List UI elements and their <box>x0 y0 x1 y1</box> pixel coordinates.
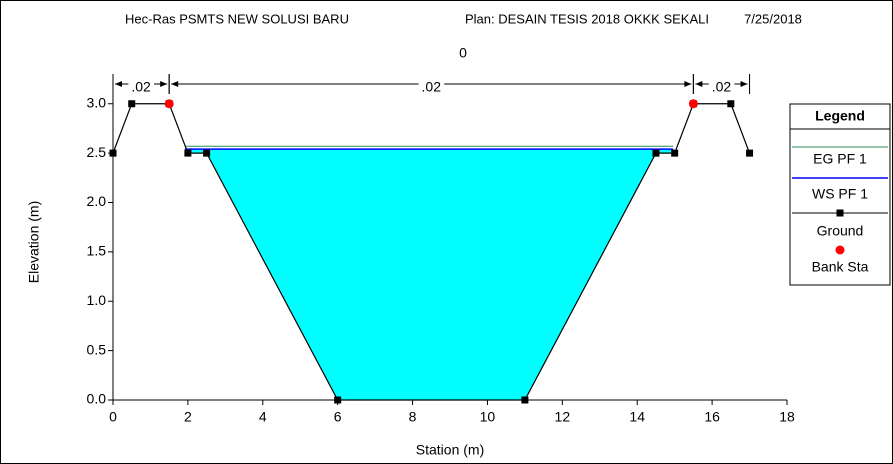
legend-marker <box>836 209 844 217</box>
y-axis-label: Elevation (m) <box>26 201 42 283</box>
ground-point <box>671 149 679 157</box>
n-value-bg <box>128 81 155 87</box>
legend-title: Legend <box>815 108 865 124</box>
x-tick-label: 6 <box>334 409 342 425</box>
ground-point <box>521 396 529 404</box>
x-tick-label: 18 <box>779 409 795 425</box>
chart-title: Plan: DESAIN TESIS 2018 OKKK SEKALI <box>465 11 709 26</box>
x-tick-label: 2 <box>184 409 192 425</box>
legend-label: WS PF 1 <box>812 186 868 202</box>
x-tick-label: 16 <box>704 409 720 425</box>
chart-title: 7/25/2018 <box>744 11 802 26</box>
y-tick-label: 3.0 <box>87 94 107 110</box>
ground-point <box>203 149 211 157</box>
y-tick-label: 0.0 <box>87 391 107 407</box>
x-tick-label: 0 <box>109 409 117 425</box>
ground-point <box>128 100 136 108</box>
n-value-bg <box>708 81 735 87</box>
legend-label: Ground <box>817 223 864 239</box>
x-tick-label: 10 <box>480 409 496 425</box>
ground-point <box>727 100 735 108</box>
ground-point <box>109 149 117 157</box>
legend-label: Bank Sta <box>812 259 869 275</box>
y-tick-label: 1.0 <box>87 292 107 308</box>
y-tick-label: 0.5 <box>87 341 107 357</box>
x-tick-label: 12 <box>555 409 571 425</box>
x-tick-label: 4 <box>259 409 267 425</box>
n-value-bg <box>418 81 445 87</box>
y-tick-label: 2.0 <box>87 193 107 209</box>
n-value: .02 <box>131 79 151 95</box>
x-tick-label: 8 <box>409 409 417 425</box>
n-value: .02 <box>712 79 732 95</box>
x-tick-label: 14 <box>629 409 645 425</box>
legend-box <box>789 103 891 286</box>
ground-point <box>184 149 192 157</box>
ground-point <box>652 149 660 157</box>
chart-subtitle: 0 <box>459 45 467 61</box>
legend-symbol <box>835 245 845 255</box>
x-axis-label: Station (m) <box>416 442 484 458</box>
y-tick-label: 1.5 <box>87 243 107 259</box>
legend-label: EG PF 1 <box>813 151 867 167</box>
ground-point <box>334 396 342 404</box>
n-value: .02 <box>422 79 442 95</box>
bank-station <box>688 99 698 109</box>
y-tick-label: 2.5 <box>87 144 107 160</box>
bank-station <box>164 99 174 109</box>
chart-title: Hec-Ras PSMTS NEW SOLUSI BARU <box>125 11 349 26</box>
ground-point <box>746 149 754 157</box>
ground-line <box>112 103 751 401</box>
